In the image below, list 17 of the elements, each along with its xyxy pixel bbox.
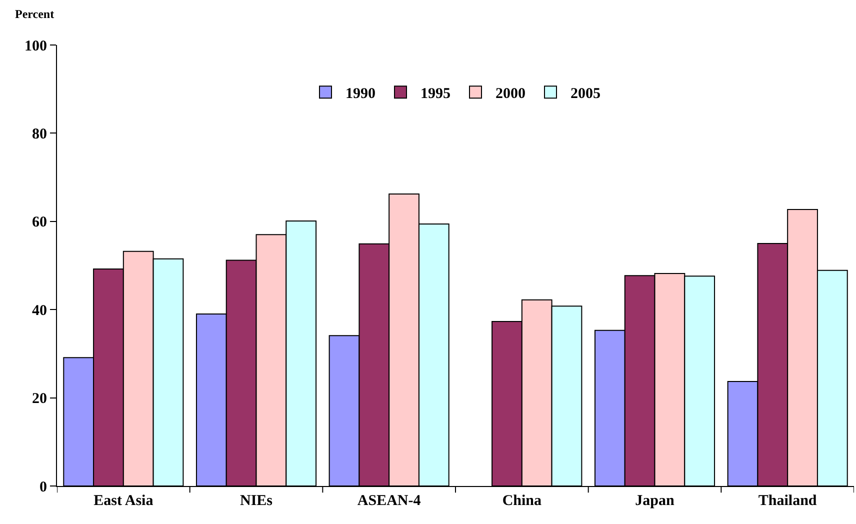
y-axis-title: Percent [15, 7, 54, 21]
y-tick-label: 0 [40, 479, 47, 496]
y-tick-label: 100 [24, 38, 47, 54]
legend-label: 1995 [420, 86, 450, 102]
x-tick-label: Japan [635, 493, 675, 509]
legend-label: 1990 [346, 86, 376, 102]
x-tick-label: Thailand [758, 493, 818, 509]
x-tick-label: NIEs [240, 493, 273, 509]
x-tick-label: East Asia [94, 493, 154, 509]
legend-label: 2000 [496, 86, 526, 102]
legend-label: 2005 [570, 86, 600, 102]
y-tick-label: 80 [32, 126, 47, 142]
y-tick-label: 40 [32, 302, 47, 319]
x-tick-label: ASEAN-4 [357, 493, 422, 509]
x-tick-label: China [502, 493, 542, 509]
y-tick-label: 60 [32, 214, 47, 231]
y-tick-label: 20 [32, 391, 47, 408]
